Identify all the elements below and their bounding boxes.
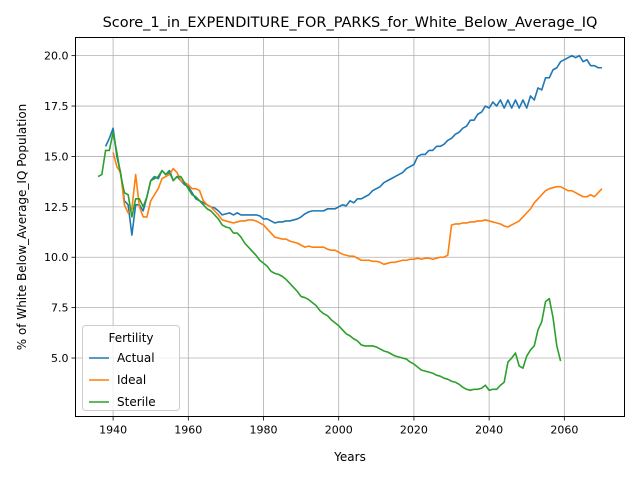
y-tick-label: 5.0 bbox=[51, 352, 69, 365]
grid bbox=[75, 37, 625, 417]
y-axis-label: % of White Below_Average_IQ Population bbox=[15, 104, 29, 351]
y-tick-label: 17.5 bbox=[44, 100, 69, 113]
x-axis-ticks: 1940 1960 1980 2000 2020 2040 2060 bbox=[99, 416, 578, 437]
series-line-ideal bbox=[112, 152, 603, 266]
series-line-actual bbox=[104, 54, 602, 236]
x-tick-label: 2060 bbox=[550, 424, 578, 437]
x-tick-label: 2040 bbox=[475, 424, 503, 437]
x-tick-label: 1940 bbox=[99, 424, 127, 437]
y-tick-label: 15.0 bbox=[44, 150, 69, 163]
x-tick-label: 1980 bbox=[250, 424, 278, 437]
legend-title: Fertility bbox=[108, 331, 153, 345]
x-tick-label: 2020 bbox=[400, 424, 428, 437]
legend: Fertility Actual Ideal Sterile bbox=[82, 325, 180, 411]
legend-label-sterile: Sterile bbox=[117, 395, 156, 409]
chart-title: Score_1_in_EXPENDITURE_FOR_PARKS_for_Whi… bbox=[103, 15, 598, 31]
x-axis-label: Years bbox=[333, 450, 366, 464]
legend-box bbox=[82, 325, 180, 411]
series-line-sterile bbox=[97, 131, 562, 392]
y-tick-label: 10.0 bbox=[44, 251, 69, 264]
legend-label-ideal: Ideal bbox=[117, 373, 146, 387]
y-axis-ticks: 5.0 7.5 10.0 12.5 15.0 17.5 20.0 bbox=[44, 50, 76, 365]
y-tick-label: 20.0 bbox=[44, 50, 69, 63]
legend-label-actual: Actual bbox=[117, 351, 155, 365]
plot-frame bbox=[75, 37, 625, 417]
y-tick-label: 12.5 bbox=[44, 201, 69, 214]
x-tick-label: 2000 bbox=[325, 424, 353, 437]
series-lines bbox=[97, 54, 603, 392]
x-tick-label: 1960 bbox=[174, 424, 202, 437]
y-tick-label: 7.5 bbox=[51, 302, 69, 315]
legend-items: Actual Ideal Sterile bbox=[89, 351, 156, 409]
